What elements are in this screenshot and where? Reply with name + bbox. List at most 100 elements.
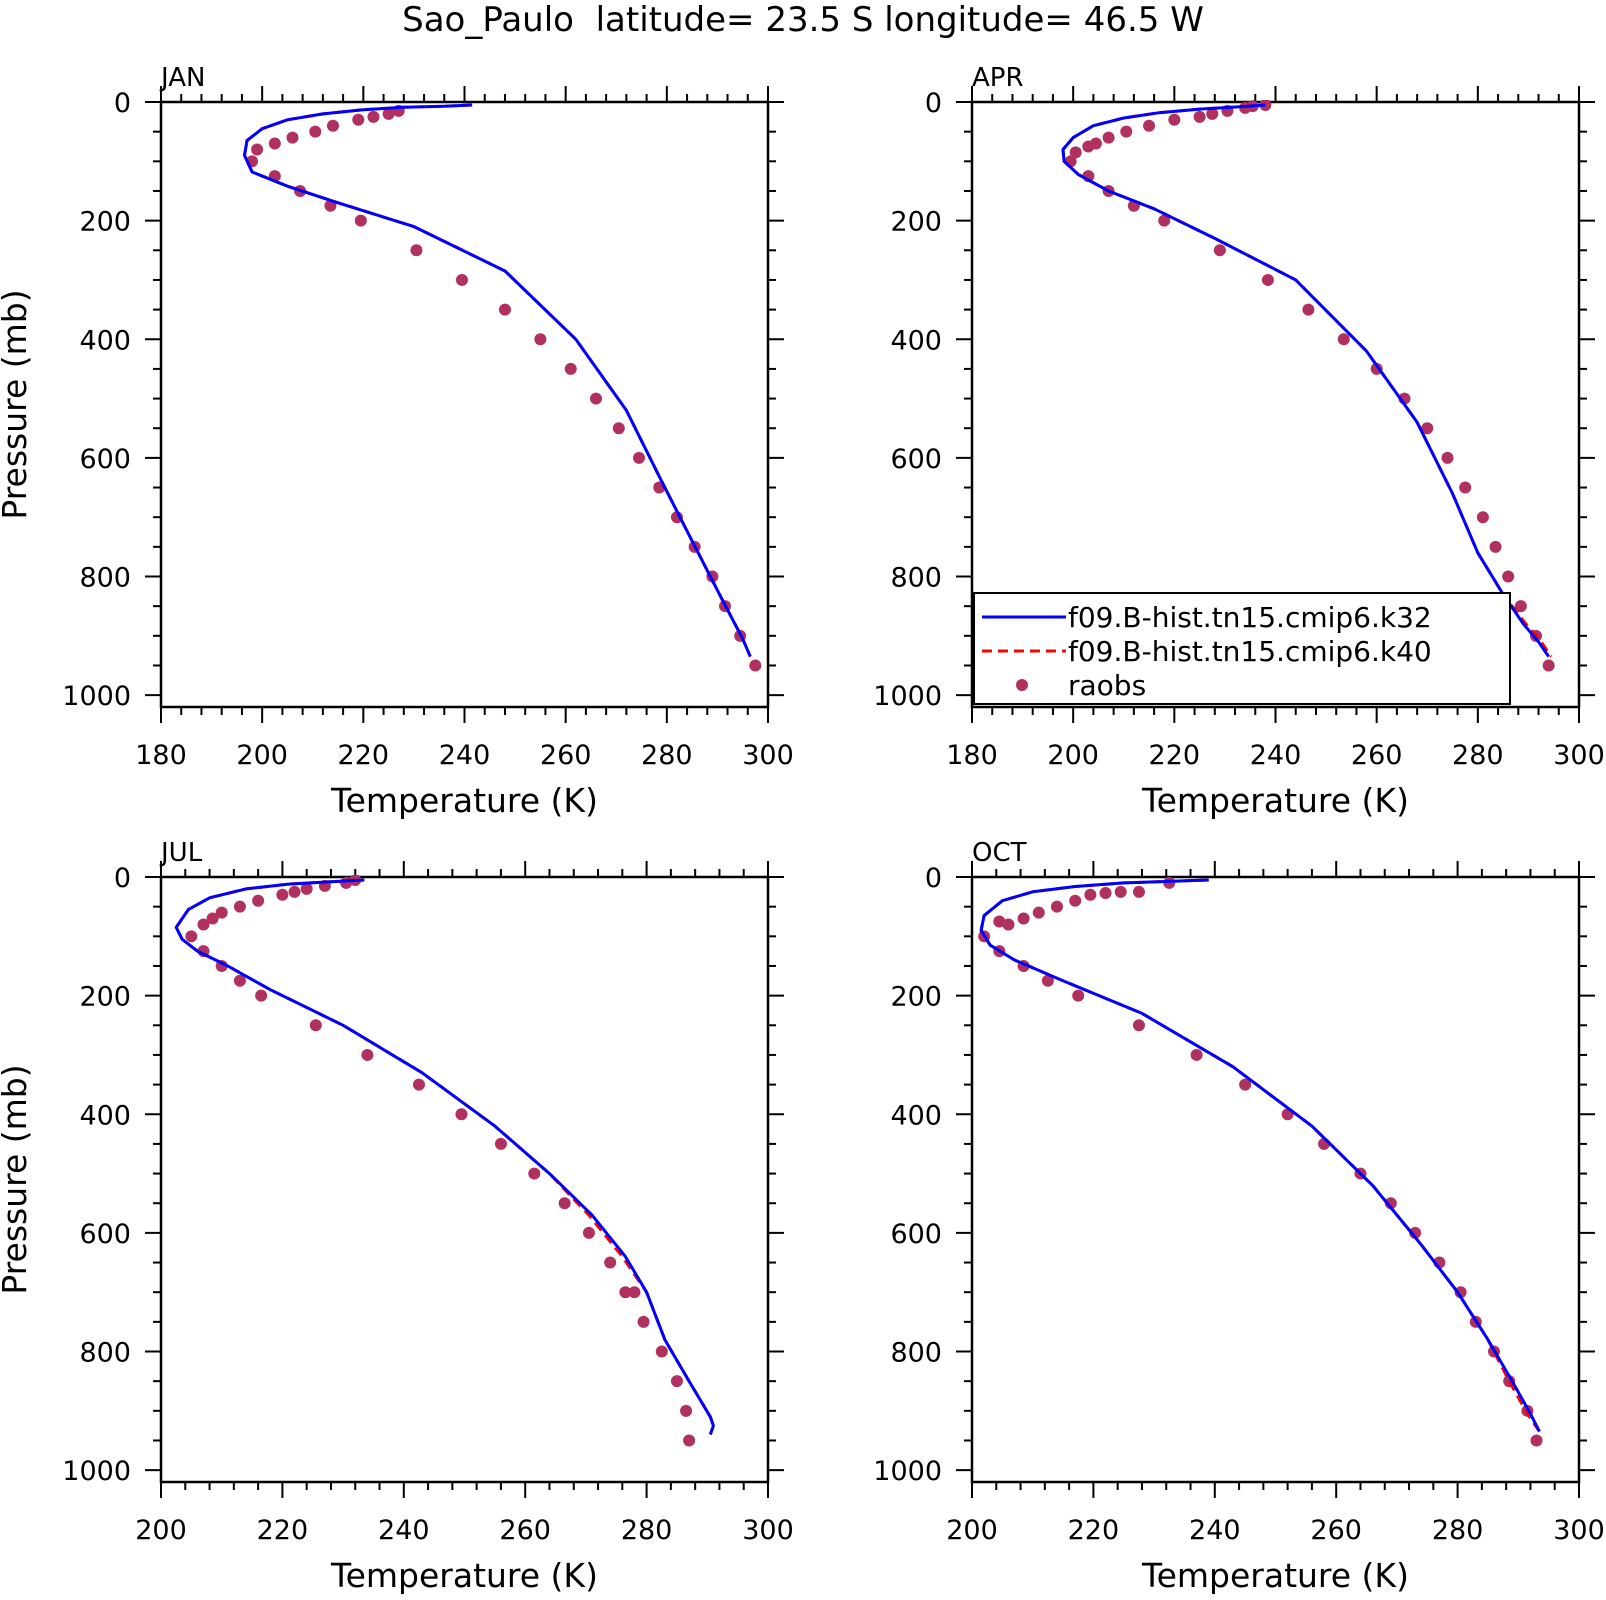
raobs-point [534, 333, 547, 346]
raobs-point [251, 143, 264, 156]
raobs-point [1069, 146, 1082, 159]
raobs-point [1302, 303, 1315, 316]
raobs-point [1082, 140, 1095, 153]
raobs-point [1489, 540, 1502, 553]
x-tick-label: 260 [499, 1515, 551, 1546]
x-tick-label: 240 [378, 1515, 430, 1546]
y-tick-label: 0 [114, 863, 131, 894]
plot-frame [970, 875, 1581, 1484]
y-tick-label: 800 [79, 563, 131, 594]
raobs-point [412, 1078, 425, 1091]
series-line-k40 [979, 878, 1541, 1433]
raobs-point [582, 1226, 595, 1239]
y-axis-title: Pressure (mb) [0, 289, 34, 519]
raobs-point [1476, 511, 1489, 524]
raobs-point [1017, 912, 1030, 925]
y-tick-label: 600 [890, 444, 942, 475]
raobs-point [494, 1137, 507, 1150]
y-tick-label: 1000 [62, 1456, 131, 1487]
plot-frame [159, 100, 770, 709]
y-tick-label: 800 [890, 1338, 942, 1369]
raobs-point [1099, 887, 1112, 900]
raobs-point [352, 113, 365, 126]
y-tick-label: 1000 [873, 681, 942, 712]
raobs-point [628, 1286, 641, 1299]
raobs-point [1158, 214, 1171, 227]
x-axis-title: Temperature (K) [330, 1556, 598, 1595]
x-tick-label: 200 [946, 1515, 998, 1546]
y-tick-label: 200 [890, 982, 942, 1013]
raobs-point [1102, 131, 1115, 144]
x-tick-label: 280 [1452, 740, 1504, 771]
y-tick-label: 0 [925, 88, 942, 119]
x-tick-label: 180 [135, 740, 187, 771]
legend: f09.B-hist.tn15.cmip6.k32f09.B-hist.tn15… [973, 592, 1511, 705]
raobs-point [680, 1404, 693, 1417]
raobs-point [206, 912, 219, 925]
raobs-point [215, 906, 228, 919]
raobs-point [1530, 1434, 1543, 1447]
raobs-point [564, 362, 577, 375]
series-line-k32 [243, 103, 752, 658]
raobs-point [590, 392, 603, 405]
y-tick-label: 0 [925, 863, 942, 894]
y-tick-label: 1000 [873, 1456, 942, 1487]
panel-label: OCT [972, 838, 1027, 868]
legend-box [973, 592, 1511, 705]
x-tick-label: 260 [1351, 740, 1403, 771]
series-group [243, 103, 762, 672]
y-tick-label: 400 [890, 325, 942, 356]
raobs-point [1002, 918, 1015, 931]
raobs-point [340, 876, 353, 889]
raobs-point [1072, 989, 1085, 1002]
panel-label: JUL [159, 838, 203, 868]
raobs-point [1193, 110, 1206, 123]
x-tick-label: 300 [1553, 740, 1605, 771]
y-tick-label: 400 [79, 1100, 131, 1131]
raobs-point [326, 119, 339, 132]
raobs-point [612, 422, 625, 435]
raobs-point [1514, 600, 1527, 613]
x-tick-label: 300 [742, 1515, 794, 1546]
raobs-point [655, 1345, 668, 1358]
x-tick-label: 280 [641, 740, 693, 771]
y-tick-label: 200 [79, 982, 131, 1013]
legend-label: f09.B-hist.tn15.cmip6.k40 [1068, 635, 1432, 668]
raobs-point [1143, 119, 1156, 132]
raobs-point [1041, 974, 1054, 987]
series-line-k32 [979, 878, 1541, 1433]
raobs-point [455, 273, 468, 286]
y-tick-label: 200 [890, 207, 942, 238]
raobs-point [1239, 1078, 1252, 1091]
raobs-point [354, 214, 367, 227]
x-tick-label: 260 [540, 740, 592, 771]
raobs-point [1120, 125, 1133, 138]
legend-marker [1016, 679, 1028, 691]
raobs-point [300, 882, 313, 895]
raobs-point [670, 1375, 683, 1388]
x-tick-label: 220 [257, 1515, 309, 1546]
x-tick-label: 220 [338, 740, 390, 771]
series-group [978, 876, 1543, 1447]
raobs-point [604, 1256, 617, 1269]
raobs-point [233, 900, 246, 913]
y-tick-label: 800 [79, 1338, 131, 1369]
raobs-point [1114, 885, 1127, 898]
series-line-k32 [1061, 103, 1550, 658]
x-tick-label: 180 [946, 740, 998, 771]
raobs-point [1454, 1286, 1467, 1299]
x-tick-label: 260 [1310, 1515, 1362, 1546]
raobs-point [276, 888, 289, 901]
raobs-point [382, 107, 395, 120]
x-tick-label: 220 [1149, 740, 1201, 771]
raobs-point [233, 974, 246, 987]
x-tick-label: 300 [742, 740, 794, 771]
raobs-point [1337, 333, 1350, 346]
raobs-point [498, 303, 511, 316]
y-tick-label: 600 [79, 444, 131, 475]
series-line-k40 [1061, 103, 1553, 658]
